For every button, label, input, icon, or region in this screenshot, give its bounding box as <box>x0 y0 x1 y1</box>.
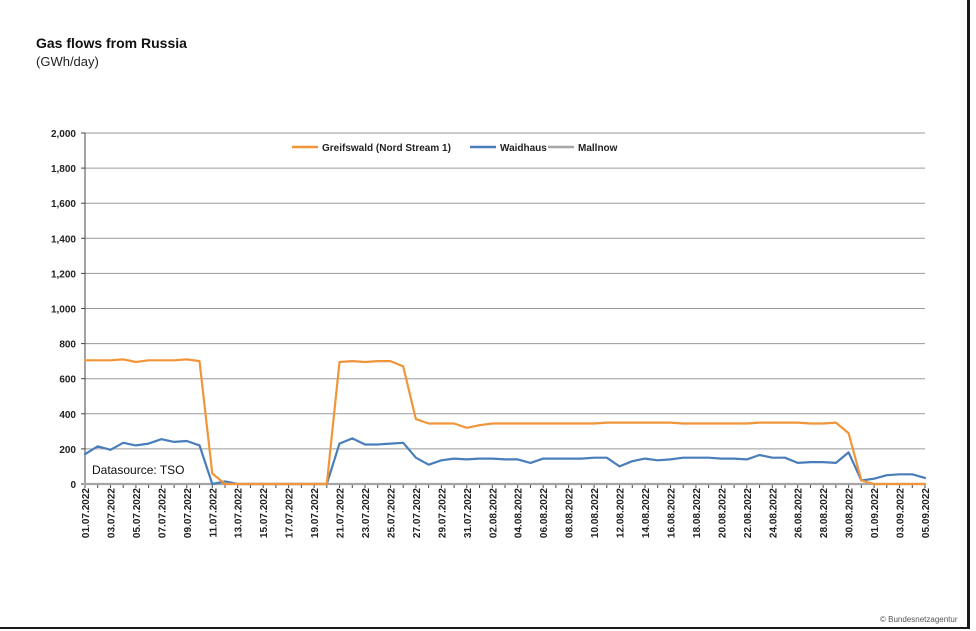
x-tick-label: 16.08.2022 <box>666 488 677 538</box>
x-tick-label: 03.07.2022 <box>106 488 117 538</box>
x-tick-label: 25.07.2022 <box>386 488 397 538</box>
x-tick-label: 01.07.2022 <box>81 488 92 538</box>
x-tick-label: 11.07.2022 <box>208 488 219 538</box>
x-tick-label: 12.08.2022 <box>616 488 627 538</box>
x-tick-label: 08.08.2022 <box>565 488 576 538</box>
y-tick-label: 0 <box>70 480 76 491</box>
y-tick-label: 1,000 <box>51 305 76 316</box>
credit-text: © Bundesnetzagentur <box>880 615 958 624</box>
x-tick-label: 27.07.2022 <box>412 488 423 538</box>
x-tick-label: 14.08.2022 <box>641 488 652 538</box>
x-tick-label: 19.07.2022 <box>310 488 321 538</box>
series-line-waidhaus <box>83 437 927 486</box>
x-tick-label: 24.08.2022 <box>768 488 779 538</box>
x-tick-label: 29.07.2022 <box>437 488 448 538</box>
series-line-greifswald-nord-stream-1 <box>83 358 927 486</box>
series-lines <box>83 358 927 486</box>
gridlines <box>85 132 925 450</box>
y-tick-labels: 0 200 400 600 800 1,000 1,200 1,400 1,600 1,800 2,… <box>51 129 76 491</box>
y-tick-label: 1,400 <box>51 234 76 245</box>
x-tick-label: 21.07.2022 <box>336 488 347 538</box>
x-tick-label: 31.07.2022 <box>463 488 474 538</box>
legend-label: Waidhaus <box>500 143 547 154</box>
legend: Greifswald (Nord Stream 1) Waidhaus Mallno… <box>292 143 618 154</box>
x-tick-label: 30.08.2022 <box>845 488 856 538</box>
y-tick-label: 600 <box>59 375 76 386</box>
legend-label: Greifswald (Nord Stream 1) <box>322 143 451 154</box>
legend-label: Mallnow <box>578 143 618 154</box>
x-tick-label: 15.07.2022 <box>259 488 270 538</box>
y-tick-label: 400 <box>59 410 76 421</box>
x-tick-label: 07.07.2022 <box>157 488 168 538</box>
x-tick-label: 10.08.2022 <box>590 488 601 538</box>
x-tick-label: 17.07.2022 <box>285 488 296 538</box>
x-tick-label: 06.08.2022 <box>539 488 550 538</box>
x-tick-label: 13.07.2022 <box>234 488 245 538</box>
chart-subtitle: (GWh/day) <box>36 54 99 69</box>
x-tick-label: 02.08.2022 <box>488 488 499 538</box>
x-tick-label: 22.08.2022 <box>743 488 754 538</box>
x-tick-label: 01.09.2022 <box>870 488 881 538</box>
x-tick-label: 05.09.2022 <box>921 488 932 538</box>
x-tick-label: 26.08.2022 <box>794 488 805 538</box>
x-tick-label: 04.08.2022 <box>514 488 525 538</box>
y-tick-label: 1,200 <box>51 269 76 280</box>
x-tick-label: 28.08.2022 <box>819 488 830 538</box>
x-tick-labels: 01.07.2022 03.07.2022 05.07.2022 07.07.2022… <box>81 488 932 538</box>
y-tick-label: 2,000 <box>51 129 76 140</box>
x-tick-label: 09.07.2022 <box>183 488 194 538</box>
x-tick-label: 03.09.2022 <box>896 488 907 538</box>
y-tick-label: 200 <box>59 445 76 456</box>
datasource-annotation: Datasource: TSO <box>92 463 184 477</box>
y-tick-label: 1,600 <box>51 199 76 210</box>
x-tick-label: 05.07.2022 <box>132 488 143 538</box>
x-tick-label: 20.08.2022 <box>717 488 728 538</box>
chart-title: Gas flows from Russia <box>36 35 187 51</box>
x-tick-label: 18.08.2022 <box>692 488 703 538</box>
x-tick-label: 23.07.2022 <box>361 488 372 538</box>
y-tick-label: 800 <box>59 340 76 351</box>
y-tick-label: 1,800 <box>51 164 76 175</box>
